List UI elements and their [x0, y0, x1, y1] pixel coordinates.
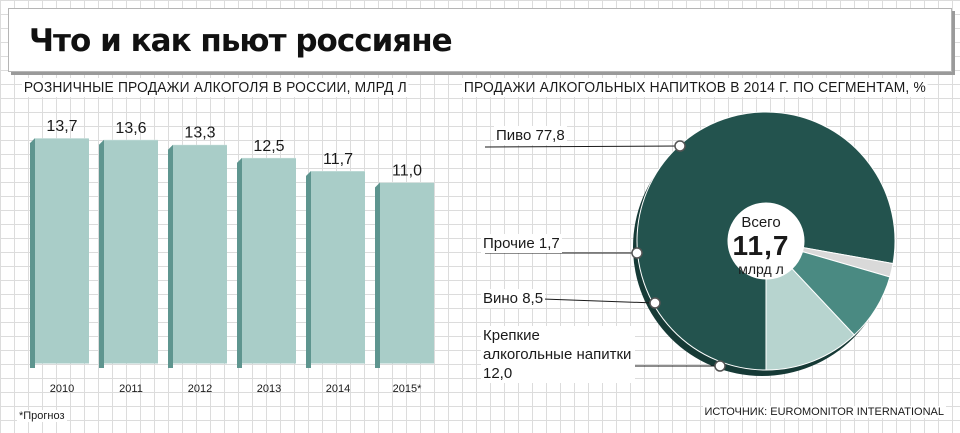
leader-line — [484, 145, 681, 148]
bar-edge — [306, 175, 311, 368]
bar-face — [380, 182, 434, 364]
bar-2012 — [168, 144, 227, 368]
bar-face — [242, 158, 296, 364]
bar-edge — [99, 144, 104, 368]
bar-edge — [237, 162, 242, 368]
bar-face — [104, 140, 158, 364]
bar-face — [311, 171, 365, 364]
pie-label-other: Прочие 1,7 — [481, 234, 562, 253]
pie-label-spirits: Крепкие алкогольные напитки 12,0 — [481, 326, 635, 383]
bar-2015* — [375, 182, 434, 368]
bar-edge — [168, 149, 173, 368]
bar-edge — [30, 143, 35, 368]
bar-category-label: 2013 — [257, 383, 281, 395]
footnote: *Прогноз — [17, 410, 67, 422]
page-title: Что и как пьют россияне — [29, 23, 453, 59]
pie-total: Всего 11,7 млрд л — [725, 214, 797, 277]
bar-chart-title: РОЗНИЧНЫЕ ПРОДАЖИ АЛКОГОЛЯ В РОССИИ, МЛР… — [22, 78, 409, 97]
leader-dot — [674, 140, 686, 152]
pie-label-beer: Пиво 77,8 — [494, 126, 567, 145]
bar-face — [173, 145, 227, 364]
bar-2014 — [306, 170, 365, 368]
leader-dot — [649, 297, 661, 309]
bar-category-label: 2011 — [119, 383, 143, 395]
pie-chart — [484, 111, 896, 376]
bar-value-label: 13,7 — [46, 118, 77, 135]
bar-chart: 13,7 2010 13,6 2011 13,3 2012 12,5 2013 11,7 2014… — [30, 118, 434, 395]
bar-value-label: 13,6 — [115, 120, 146, 137]
bar-category-label: 2010 — [50, 383, 74, 395]
leader-dot — [631, 247, 643, 259]
pie-total-caption: Всего — [741, 214, 781, 231]
bar-value-label: 12,5 — [253, 138, 284, 155]
pie-total-unit: млрд л — [738, 261, 784, 277]
bar-value-label: 11,0 — [392, 162, 422, 179]
bar-category-label: 2012 — [188, 383, 212, 395]
bar-value-label: 13,3 — [184, 125, 215, 142]
pie-center — [728, 203, 804, 279]
bar-category-label: 2014 — [326, 383, 350, 395]
pie-label-wine: Вино 8,5 — [481, 289, 546, 308]
bar-2011 — [99, 139, 158, 368]
bar-face — [35, 138, 89, 364]
pie-total-value: 11,7 — [732, 230, 790, 261]
pie-chart-title: ПРОДАЖИ АЛКОГОЛЬНЫХ НАПИТКОВ В 2014 Г. П… — [462, 78, 928, 97]
bar-category-label: 2015* — [393, 383, 422, 395]
leader-dot — [714, 360, 726, 372]
bar-value-label: 11,7 — [323, 151, 353, 168]
title-box: Что и как пьют россияне — [8, 8, 952, 72]
bar-2010 — [30, 138, 89, 368]
bar-2013 — [237, 157, 296, 368]
source-note: ИСТОЧНИК: EUROMONITOR INTERNATIONAL — [702, 406, 946, 418]
bar-edge — [375, 187, 380, 368]
